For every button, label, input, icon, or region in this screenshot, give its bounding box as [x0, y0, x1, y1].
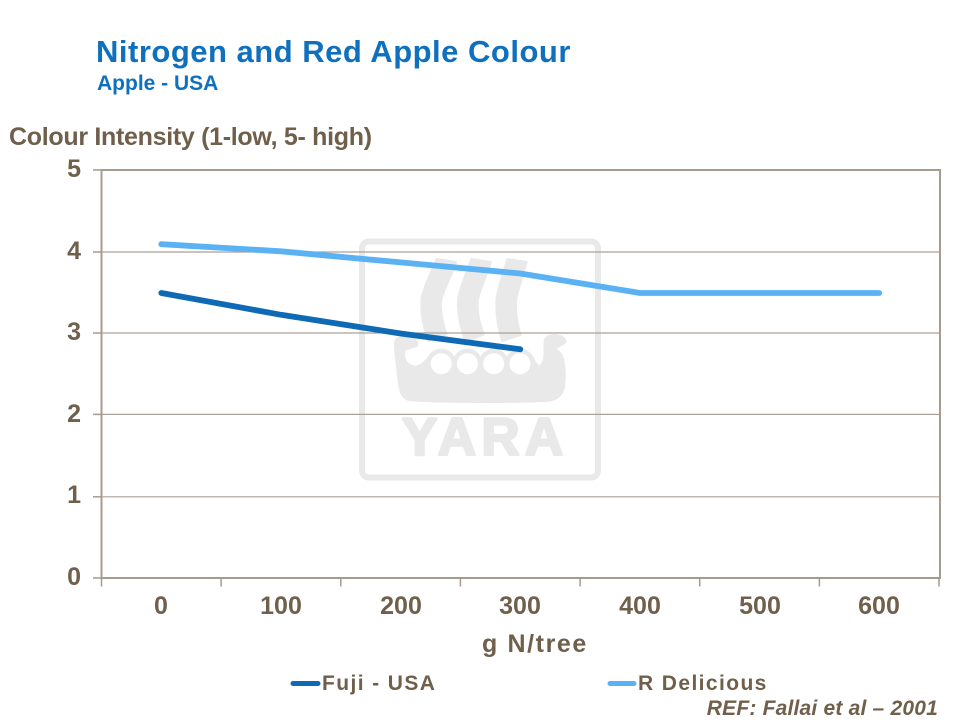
- svg-text:YARA: YARA: [402, 408, 569, 467]
